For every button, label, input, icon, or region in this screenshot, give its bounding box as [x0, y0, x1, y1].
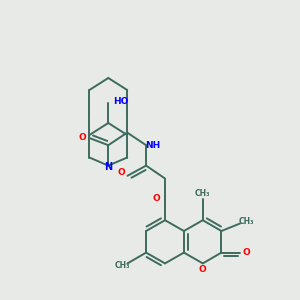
Text: CH₃: CH₃ [195, 189, 211, 198]
Text: NH: NH [145, 141, 160, 150]
Text: HO: HO [113, 97, 129, 106]
Text: N: N [104, 162, 112, 172]
Text: O: O [153, 194, 160, 203]
Text: O: O [118, 168, 125, 177]
Text: CH₃: CH₃ [239, 217, 254, 226]
Text: O: O [199, 265, 207, 274]
Text: CH₃: CH₃ [114, 261, 130, 270]
Text: O: O [243, 248, 250, 257]
Text: O: O [79, 134, 87, 142]
